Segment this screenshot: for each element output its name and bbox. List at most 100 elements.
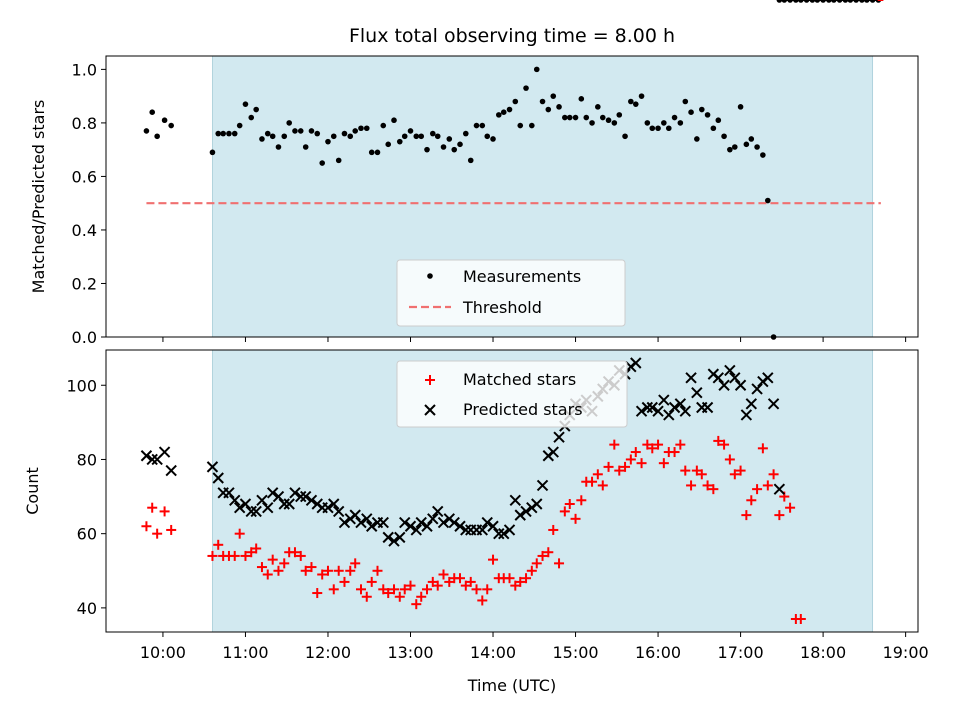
matched-star-point [636, 458, 647, 469]
legend-marker-predicted [424, 404, 436, 416]
x-tick-label: 13:00 [387, 643, 433, 662]
matched-star-point [526, 565, 537, 576]
predicted-star-point [641, 401, 654, 414]
measurement-point [495, 112, 502, 118]
matched-star-point [477, 595, 488, 606]
predicted-star-point [493, 527, 505, 540]
legend-label-matched: Matched stars [463, 370, 576, 389]
matched-star-point [576, 495, 587, 506]
matched-star-point [399, 584, 410, 595]
predicted-star-point [460, 524, 472, 536]
predicted-star-point [658, 394, 670, 406]
matched-star-point [295, 550, 306, 561]
predicted-star-point [498, 527, 510, 540]
measurement-point [533, 66, 540, 73]
matched-star-point [620, 461, 631, 472]
matched-star-point [724, 454, 735, 465]
count-panel: 40 60 80 100 10:00 11:00 12:00 13:00 14:00 15:00… [23, 0, 929, 695]
matched-star-point [273, 565, 284, 576]
matched-star-point [465, 576, 476, 587]
x-tick-label: 11:00 [222, 643, 268, 662]
measurement-point [209, 149, 216, 156]
measurement-point [754, 144, 760, 150]
matched-stars-points [141, 0, 884, 625]
predicted-star-point [404, 520, 417, 532]
predicted-star-point [701, 401, 714, 414]
measurement-point [583, 114, 590, 121]
predicted-star-point [349, 509, 361, 521]
matched-star-point [152, 528, 163, 539]
matched-star-point [333, 565, 344, 576]
predicted-star-point [427, 513, 439, 525]
measurement-point [281, 133, 288, 140]
measurement-point [622, 133, 628, 140]
matched-star-point [746, 495, 757, 506]
matched-star-point [570, 513, 581, 524]
predicted-star-point [239, 498, 252, 510]
measurement-point [292, 128, 298, 134]
predicted-star-point [767, 398, 780, 410]
matched-star-point [559, 506, 570, 517]
predicted-star-point [652, 405, 664, 417]
measurement-point [677, 120, 684, 126]
measurement-point [694, 136, 700, 142]
y-tick-label: 0.8 [72, 114, 97, 133]
measurement-point [330, 133, 337, 140]
predicted-star-point [663, 409, 675, 421]
matched-star-point [262, 569, 273, 580]
predicted-star-point [745, 398, 758, 410]
predicted-star-point [729, 372, 741, 384]
matched-star-point [680, 465, 691, 476]
predicted-star-point [305, 494, 318, 506]
measurement-point [269, 133, 276, 140]
matched-star-point [708, 484, 719, 495]
predicted-star-point [751, 383, 763, 395]
matched-star-point [653, 439, 664, 450]
measurement-point [589, 120, 595, 126]
matched-star-point [322, 565, 333, 576]
predicted-star-point [212, 472, 224, 484]
matched-star-point [515, 576, 526, 587]
matched-star-point [213, 539, 224, 550]
measurement-point [698, 106, 705, 113]
count-panel-frame [105, 349, 919, 633]
measurement-point [380, 122, 387, 129]
predicted-star-point [140, 450, 153, 462]
predicted-star-point [553, 431, 565, 443]
predicted-star-point [503, 524, 516, 536]
measurement-point [688, 109, 694, 115]
measurement-point [413, 133, 420, 140]
count-y-axis-label: Count [23, 467, 42, 515]
predicted-star-point [158, 446, 171, 458]
measurement-point [424, 146, 430, 153]
measurement-point [264, 130, 271, 137]
measurement-point [457, 141, 463, 148]
matched-star-point [729, 469, 740, 480]
predicted-star-point [388, 535, 400, 547]
measurement-point [242, 101, 249, 107]
count-legend: Matched stars Predicted stars [396, 360, 628, 428]
matched-star-point [696, 469, 707, 480]
measurement-point [368, 149, 375, 156]
x-tick-label: 19:00 [883, 643, 929, 662]
matched-star-point [372, 565, 383, 576]
matched-star-point [207, 550, 218, 561]
measurement-point [523, 85, 529, 91]
matched-star-point [141, 521, 152, 532]
matched-star-point [785, 502, 796, 513]
matched-star-point [166, 524, 177, 535]
matched-star-point [300, 565, 311, 576]
predicted-star-point [165, 464, 177, 477]
measurement-point [319, 160, 326, 166]
measurement-point [446, 136, 453, 142]
measurement-point [517, 122, 524, 129]
x-tick-label: 15:00 [552, 643, 598, 662]
measurement-point [429, 130, 436, 137]
predicted-star-point [685, 372, 697, 384]
measurement-point [595, 104, 601, 110]
measurement-point [748, 136, 755, 142]
predicted-star-point [322, 501, 334, 514]
measurement-point [484, 133, 491, 140]
matched-star-point [312, 588, 323, 599]
measurement-point [286, 120, 292, 126]
